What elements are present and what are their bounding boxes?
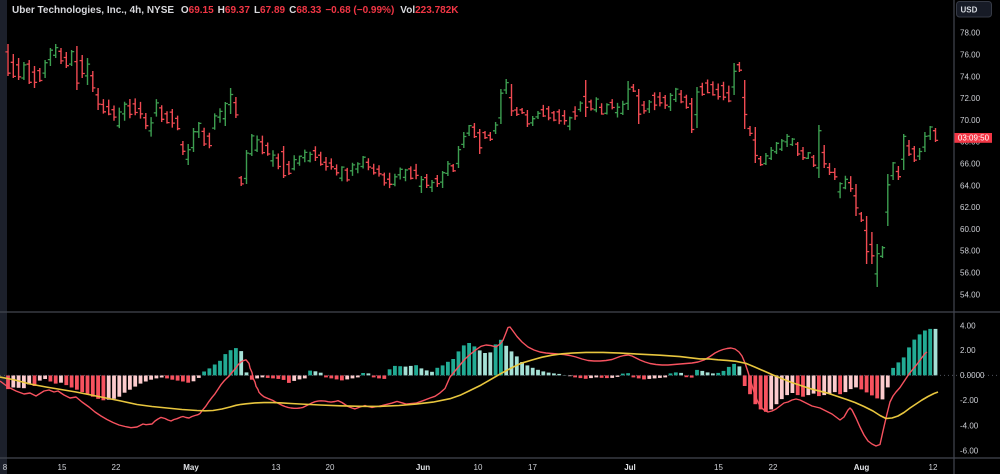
svg-text:15: 15 (58, 463, 67, 472)
svg-text:72.00: 72.00 (960, 94, 981, 103)
svg-text:2.00: 2.00 (960, 346, 976, 355)
svg-text:22: 22 (769, 463, 778, 472)
svg-text:60.00: 60.00 (960, 225, 981, 234)
svg-text:12: 12 (929, 463, 938, 472)
svg-text:15: 15 (714, 463, 723, 472)
svg-text:May: May (183, 463, 199, 472)
svg-text:0.0000: 0.0000 (960, 371, 985, 380)
svg-text:56.00: 56.00 (960, 269, 981, 278)
svg-text:62.00: 62.00 (960, 203, 981, 212)
svg-text:74.00: 74.00 (960, 72, 981, 81)
svg-text:70.00: 70.00 (960, 116, 981, 125)
svg-text:54.00: 54.00 (960, 290, 981, 299)
svg-text:76.00: 76.00 (960, 51, 981, 60)
svg-text:10: 10 (474, 463, 483, 472)
svg-text:Jul: Jul (624, 463, 636, 472)
svg-text:8: 8 (3, 463, 8, 472)
svg-text:4.00: 4.00 (960, 322, 976, 331)
svg-text:20: 20 (326, 463, 335, 472)
svg-text:-6.00: -6.00 (960, 446, 979, 455)
svg-text:Aug: Aug (854, 463, 870, 472)
svg-text:78.00: 78.00 (960, 29, 981, 38)
svg-text:-2.00: -2.00 (960, 396, 979, 405)
svg-text:66.00: 66.00 (960, 160, 981, 169)
svg-text:64.00: 64.00 (960, 181, 981, 190)
svg-text:13: 13 (272, 463, 281, 472)
svg-text:22: 22 (112, 463, 121, 472)
svg-text:Jun: Jun (416, 463, 430, 472)
svg-text:03:09:50: 03:09:50 (958, 134, 990, 143)
svg-text:Uber Technologies, Inc., 4h, N: Uber Technologies, Inc., 4h, NYSE O69.15… (12, 5, 459, 16)
svg-text:17: 17 (528, 463, 537, 472)
svg-text:-4.00: -4.00 (960, 422, 979, 431)
svg-text:USD: USD (961, 5, 978, 14)
svg-text:58.00: 58.00 (960, 247, 981, 256)
